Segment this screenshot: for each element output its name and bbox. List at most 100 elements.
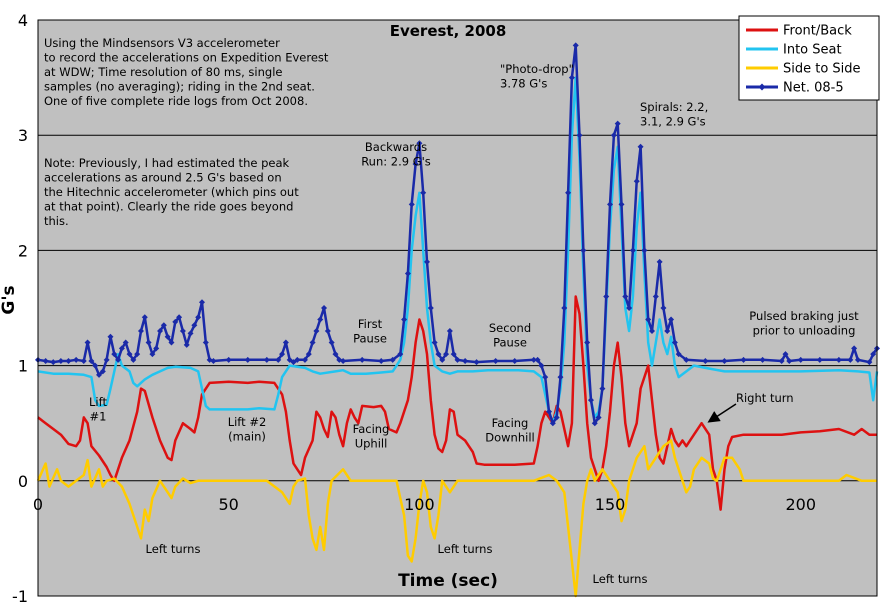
annotation: Left turns [438,542,493,556]
series-marker [427,305,434,311]
series-marker [561,305,568,311]
chart-title: Everest, 2008 [390,22,507,40]
annotation: Spirals: 2.2, 3.1, 2.9 G's [640,100,708,129]
annotation: Note: Previously, I had estimated the pe… [44,156,299,228]
series-marker [645,316,652,323]
series-marker [568,74,575,81]
y-tick-labels: -1 0 1 2 3 4 [12,11,28,606]
series-marker [153,345,160,352]
y-tick-label: 3 [18,126,28,145]
series-marker [462,357,469,364]
annotation: Using the Mindsensors V3 accelerometer to… [44,36,329,108]
series-marker [130,356,137,363]
annotation: Facing Downhill [485,416,534,445]
series-marker [332,351,339,358]
series-marker [538,362,545,369]
series-marker [149,351,156,358]
series-marker [57,357,64,364]
series-marker [160,322,167,329]
y-tick-label: -1 [12,587,28,606]
series-marker [835,356,842,363]
series-marker [378,357,385,364]
series-marker [576,132,583,139]
series-marker [618,201,625,208]
annotation: Backwards Run: 2.9 G's [361,140,431,169]
x-tick-label: 200 [785,495,816,514]
series-marker [431,339,438,346]
series-marker [172,318,179,325]
series-marker [656,258,663,265]
series-marker [191,322,198,329]
series-marker [305,351,312,358]
series-marker [340,357,347,364]
annotation: Left turns [146,542,201,556]
series-marker [683,356,690,363]
series-marker [134,351,141,358]
series-marker [587,397,594,404]
legend-marker [758,83,766,91]
series-marker [446,328,453,335]
series-marker [282,339,289,346]
series-marker [633,178,640,185]
series-marker [359,356,366,363]
y-tick-label: 0 [18,472,28,491]
series-marker [622,293,629,300]
series-marker [42,357,49,364]
series-marker [96,371,103,378]
annotation: First Pause [353,317,387,346]
annotation: Left turns [593,572,648,586]
series-marker [210,357,217,364]
series-marker [786,357,793,364]
x-tick-label: 150 [595,495,626,514]
series-marker [301,356,308,363]
series-marker [92,362,99,369]
series-marker [641,247,648,254]
series-marker [565,189,572,196]
annotation: Right turn [736,391,794,405]
series-marker [99,368,106,375]
series-marker [111,351,118,358]
series-marker [202,339,209,346]
legend-label: Side to Side [783,62,861,77]
series-marker [103,356,110,363]
series-marker [416,140,423,147]
series-marker [324,328,331,335]
series-marker [450,351,457,358]
annotation: Lift #2 (main) [228,415,267,444]
series-marker [542,374,549,381]
series-marker [851,345,858,352]
series-marker [423,258,430,265]
series-marker [782,351,789,358]
series-marker [740,356,747,363]
series-marker [675,351,682,358]
series-marker [179,328,186,335]
series-marker [195,314,202,321]
series-marker [126,351,133,358]
series-marker [511,357,518,364]
series-marker [225,356,232,363]
x-tick-label: 50 [219,495,239,514]
y-tick-label: 2 [18,241,28,260]
series-marker [629,247,636,254]
series-marker [80,357,87,364]
right-turn-arrow [707,403,737,423]
series-marker [549,420,556,427]
series-marker [118,345,125,352]
series-marker [530,356,537,363]
series-marker [198,299,205,306]
series-marker [580,247,587,254]
series-marker [183,341,190,348]
series-marker [778,357,785,364]
y-tick-label: 1 [18,357,28,376]
series-marker [65,357,72,364]
series-marker [607,201,614,208]
series-marker [397,351,404,358]
series-marker [599,385,606,392]
series-marker [584,339,591,346]
plot-frame [37,19,878,597]
series-marker [648,328,655,335]
x-tick-labels: 0 50 100 150 200 [33,495,816,514]
plot-area [38,20,877,596]
series-marker [286,356,293,363]
series-marker [84,339,91,346]
